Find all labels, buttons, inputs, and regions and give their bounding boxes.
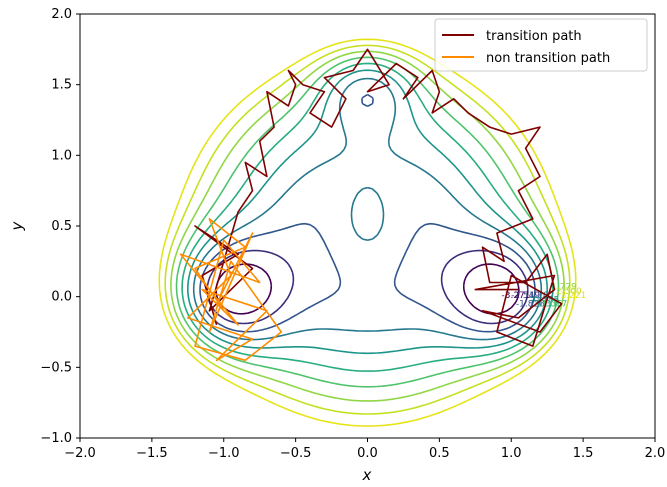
x-tick-label-8: 2.0 — [645, 446, 666, 461]
x-tick-label-4: 0.0 — [357, 446, 378, 461]
contour-level-2 — [199, 93, 536, 333]
contour-label-4: -0.385 — [530, 295, 559, 305]
contour-label-8: 2.500 — [556, 287, 582, 297]
contour-level-3 — [192, 77, 543, 341]
y-tick-label-0: −1.0 — [40, 431, 72, 446]
contour-label-7: 1.779 — [551, 283, 577, 293]
trajectory-paths — [179, 48, 563, 362]
contour-label-1: -2.549 — [511, 291, 540, 301]
contour-label-5: 0.336 — [537, 300, 563, 310]
contour-label-0: -3.271 — [501, 291, 530, 301]
axis-ticks: −2.0 −1.5 −1.0 −0.5 0.0 0.5 1.0 1.5 2.0 −1.0 −0.5 0… — [40, 7, 665, 461]
x-tick-label-7: 1.5 — [573, 446, 594, 461]
contour-label-2: -1.828 — [516, 300, 545, 310]
x-tick-label-6: 1.0 — [501, 446, 522, 461]
contour-level-6 — [175, 56, 560, 388]
contour-label-3: -1.107 — [525, 291, 554, 301]
contour-labels: -3.271-2.549-1.828-1.107-0.3850.3361.057… — [501, 283, 586, 310]
contour-level-4 — [187, 69, 548, 355]
y-axis-label: y — [8, 220, 26, 231]
series-path-1 — [179, 218, 283, 362]
legend-frame — [434, 18, 648, 72]
plot-frame — [79, 13, 656, 439]
series-path-0 — [194, 48, 563, 347]
y-tick-label-1: −0.5 — [40, 360, 72, 375]
x-tick-label-2: −1.0 — [208, 446, 240, 461]
contour-level-9 — [158, 38, 577, 427]
x-tick-label-5: 0.5 — [429, 446, 450, 461]
contour-lines — [158, 38, 577, 427]
y-tick-label-5: 1.5 — [51, 78, 72, 93]
y-tick-label-6: 2.0 — [51, 7, 72, 22]
legend: transition path non transition path — [434, 18, 648, 72]
x-tick-label-3: −0.5 — [280, 446, 312, 461]
y-tick-label-2: 0.0 — [51, 290, 72, 305]
contour-level-0 — [215, 263, 520, 315]
legend-label-transition: transition path — [486, 29, 582, 44]
contour-level-7 — [170, 50, 565, 402]
y-tick-label-4: 1.0 — [51, 148, 72, 163]
legend-label-non-transition: non transition path — [486, 51, 610, 66]
x-axis-label: x — [362, 466, 372, 484]
y-tick-label-3: 0.5 — [51, 219, 72, 234]
contour-label-6: 1.057 — [542, 300, 568, 310]
contour-label-9: 3.221 — [561, 291, 587, 301]
contour-level-8 — [164, 44, 571, 415]
contour-level-5 — [181, 62, 554, 372]
x-tick-label-1: −1.5 — [136, 446, 168, 461]
contour-level-1 — [206, 249, 529, 325]
x-tick-label-0: −2.0 — [64, 446, 96, 461]
